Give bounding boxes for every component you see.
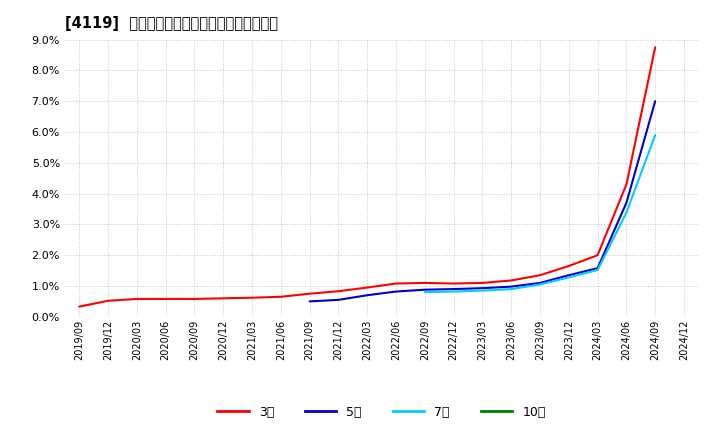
3年: [104, 298, 112, 304]
Line: 5年: 5年: [310, 101, 655, 301]
3年: [363, 285, 372, 290]
7年: [478, 288, 487, 293]
7年: [420, 290, 429, 295]
3年: [276, 294, 285, 299]
Text: [4119]  当期純利益マージンの標準偏差の推移: [4119] 当期純利益マージンの標準偏差の推移: [65, 16, 278, 32]
5年: [564, 272, 573, 278]
5年: [622, 200, 631, 205]
5年: [449, 286, 458, 292]
5年: [593, 265, 602, 271]
7年: [622, 210, 631, 215]
5年: [392, 289, 400, 294]
5年: [420, 287, 429, 292]
3年: [651, 44, 660, 50]
5年: [507, 284, 516, 289]
3年: [507, 278, 516, 283]
3年: [593, 253, 602, 258]
7年: [536, 282, 544, 287]
3年: [190, 296, 199, 301]
3年: [449, 281, 458, 286]
7年: [507, 286, 516, 292]
Legend: 3年, 5年, 7年, 10年: 3年, 5年, 7年, 10年: [212, 401, 551, 424]
3年: [161, 296, 170, 301]
3年: [536, 272, 544, 278]
3年: [392, 281, 400, 286]
3年: [248, 295, 256, 301]
3年: [75, 304, 84, 309]
7年: [651, 132, 660, 138]
Line: 7年: 7年: [425, 135, 655, 292]
7年: [564, 275, 573, 280]
5年: [536, 280, 544, 286]
7年: [593, 268, 602, 273]
3年: [420, 280, 429, 286]
5年: [363, 293, 372, 298]
5年: [305, 299, 314, 304]
3年: [622, 182, 631, 187]
3年: [132, 296, 141, 301]
3年: [564, 263, 573, 268]
Line: 3年: 3年: [79, 47, 655, 307]
5年: [334, 297, 343, 303]
3年: [334, 289, 343, 294]
3年: [478, 280, 487, 286]
3年: [219, 296, 228, 301]
3年: [305, 291, 314, 297]
7年: [449, 289, 458, 294]
5年: [478, 286, 487, 291]
5年: [651, 99, 660, 104]
